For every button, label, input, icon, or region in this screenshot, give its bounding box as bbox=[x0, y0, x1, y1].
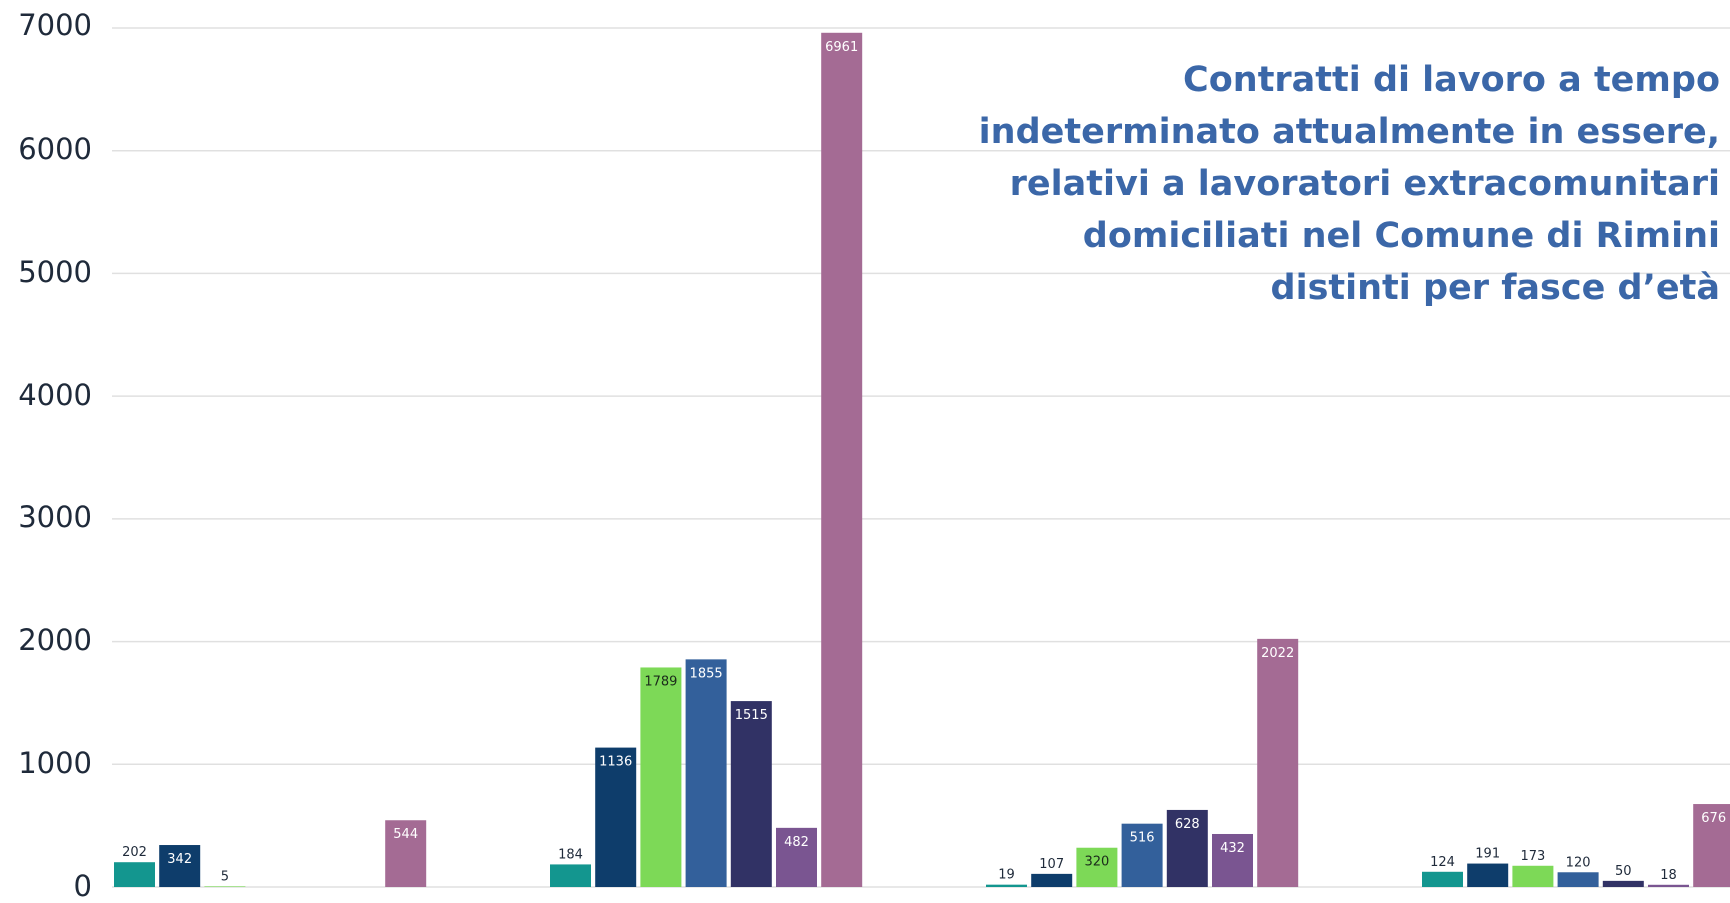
bar-group4-series1 bbox=[1422, 871, 1463, 887]
data-label-group1-series7: 544 bbox=[393, 827, 418, 842]
bar-group1-series3 bbox=[204, 886, 246, 887]
chart-title-line-2: indeterminato attualmente in essere, bbox=[978, 112, 1720, 152]
bar-group2-series4 bbox=[685, 659, 727, 887]
bar-group2-series7 bbox=[821, 32, 863, 887]
bar-group2-series6 bbox=[776, 827, 817, 887]
data-label-group2-series6: 482 bbox=[784, 835, 809, 850]
y-tick-label-6000: 6000 bbox=[18, 132, 92, 166]
y-tick-label-5000: 5000 bbox=[18, 255, 92, 289]
bar-groups bbox=[114, 32, 1730, 887]
bar-group3-series4 bbox=[1121, 823, 1163, 887]
y-tick-label-0: 0 bbox=[73, 869, 92, 903]
data-label-group2-series4: 1855 bbox=[690, 666, 723, 681]
chart-title-line-5: distinti per fasce d’età bbox=[1270, 268, 1720, 308]
bar-group2-series1 bbox=[550, 864, 591, 887]
data-label-group1-series3: 5 bbox=[221, 869, 229, 884]
data-label-group3-series3: 320 bbox=[1084, 855, 1109, 870]
data-label-group3-series4: 516 bbox=[1130, 831, 1155, 846]
y-tick-label-1000: 1000 bbox=[18, 746, 92, 780]
data-label-group3-series2: 107 bbox=[1039, 857, 1064, 872]
chart-title-line-4: domiciliati nel Comune di Rimini bbox=[1082, 216, 1720, 256]
bar-group3-series3 bbox=[1076, 847, 1118, 887]
bar-group4-series2 bbox=[1467, 863, 1509, 887]
data-label-group1-series1: 202 bbox=[122, 845, 147, 860]
bar-group3-series2 bbox=[1031, 873, 1073, 887]
chart-title-line-1: Contratti di lavoro a tempo bbox=[1183, 60, 1720, 100]
bar-group4-series5 bbox=[1602, 880, 1644, 887]
data-label-group2-series1: 184 bbox=[558, 847, 583, 862]
data-label-group3-series6: 432 bbox=[1220, 841, 1245, 856]
data-label-group4-series6: 18 bbox=[1660, 868, 1677, 883]
data-label-group1-series2: 342 bbox=[167, 852, 192, 867]
bar-group2-series2 bbox=[595, 747, 637, 887]
y-tick-label-4000: 4000 bbox=[18, 378, 92, 412]
data-label-group3-series7: 2022 bbox=[1261, 646, 1294, 661]
bar-group3-series7 bbox=[1257, 638, 1299, 887]
bar-group4-series7 bbox=[1693, 804, 1730, 887]
data-label-group4-series1: 124 bbox=[1430, 855, 1455, 870]
bar-group4-series6 bbox=[1648, 884, 1689, 887]
data-label-group2-series7: 6961 bbox=[825, 40, 858, 55]
y-tick-label-3000: 3000 bbox=[18, 500, 92, 534]
data-label-group2-series5: 1515 bbox=[735, 708, 768, 723]
gridlines bbox=[112, 27, 1730, 888]
bar-group1-series2 bbox=[159, 845, 201, 887]
y-tick-label-2000: 2000 bbox=[18, 623, 92, 657]
y-tick-label-7000: 7000 bbox=[18, 8, 92, 42]
data-label-group4-series4: 120 bbox=[1566, 855, 1591, 870]
bar-group1-series7 bbox=[385, 820, 427, 887]
data-label-group2-series3: 1789 bbox=[644, 674, 677, 689]
bar-group4-series4 bbox=[1557, 872, 1599, 887]
bar-group4-series3 bbox=[1512, 865, 1554, 887]
data-label-group4-series2: 191 bbox=[1475, 847, 1500, 862]
data-label-group2-series2: 1136 bbox=[599, 755, 632, 770]
chart-title: Contratti di lavoro a tempo indeterminat… bbox=[900, 54, 1720, 314]
bar-group3-series5 bbox=[1166, 809, 1208, 887]
bar-group1-series1 bbox=[114, 862, 155, 887]
data-label-group4-series3: 173 bbox=[1520, 849, 1545, 864]
data-labels: 202 342 5 544 184 1136 1789 1855 1515 482 6961 19 10… bbox=[122, 40, 1726, 885]
bar-group3-series6 bbox=[1212, 833, 1253, 887]
bar-group2-series5 bbox=[730, 701, 772, 887]
bar-group3-series1 bbox=[986, 884, 1027, 887]
bar-group2-series3 bbox=[640, 667, 682, 887]
data-label-group4-series7: 676 bbox=[1701, 811, 1726, 826]
chart-title-line-3: relativi a lavoratori extracomunitari bbox=[1009, 164, 1720, 204]
data-label-group3-series5: 628 bbox=[1175, 817, 1200, 832]
data-label-group3-series1: 19 bbox=[998, 868, 1015, 883]
data-label-group4-series5: 50 bbox=[1615, 864, 1632, 879]
